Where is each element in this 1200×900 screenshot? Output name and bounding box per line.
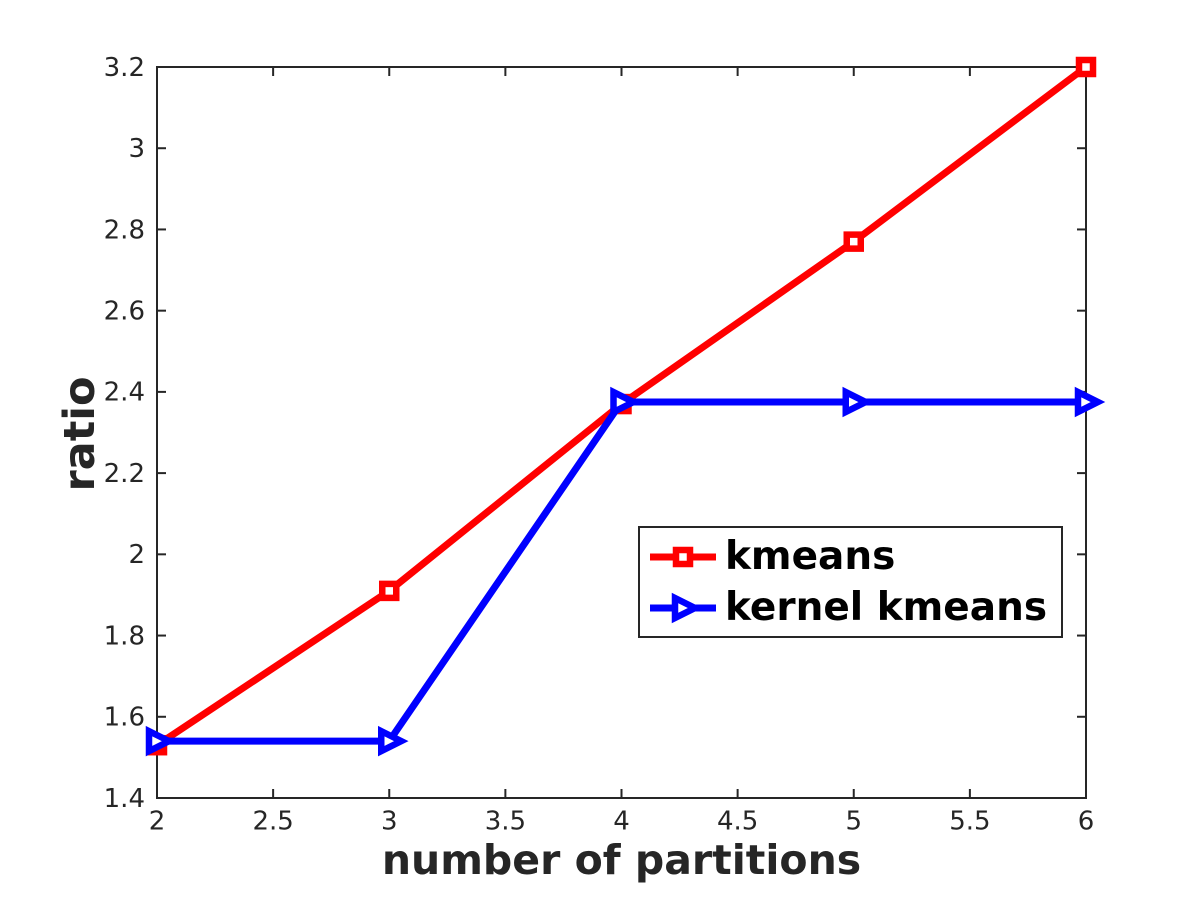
svg-text:2.5: 2.5: [252, 806, 293, 836]
svg-text:5.5: 5.5: [949, 806, 990, 836]
svg-text:2: 2: [128, 540, 145, 570]
y-axis-label: ratio: [55, 376, 105, 492]
legend: kmeans kernel kmeans: [638, 526, 1064, 638]
x-axis-label: number of partitions: [381, 836, 862, 884]
svg-text:2.6: 2.6: [104, 297, 145, 327]
svg-text:2.8: 2.8: [104, 215, 145, 245]
legend-item-kmeans: kmeans: [650, 531, 1047, 582]
svg-text:2.2: 2.2: [104, 459, 145, 489]
series-kernel-kmeans: [145, 386, 1106, 757]
kernel-kmeans-line-marker-icon: [650, 592, 716, 623]
svg-text:6: 6: [1078, 806, 1095, 836]
axis-ticks: [156, 66, 1087, 799]
svg-text:3: 3: [128, 134, 145, 164]
svg-text:2: 2: [149, 806, 166, 836]
svg-text:3.2: 3.2: [104, 53, 145, 83]
legend-label-kernel-kmeans: kernel kmeans: [725, 585, 1048, 630]
svg-text:1.8: 1.8: [104, 621, 145, 651]
x-tick-labels: 2 2.5 3 3.5 4 4.5 5 5.5 6: [149, 806, 1095, 836]
axes: [156, 66, 1087, 799]
kmeans-line-marker-icon: [650, 546, 716, 567]
legend-label-kmeans: kmeans: [725, 534, 896, 579]
svg-text:1.4: 1.4: [104, 784, 145, 814]
y-tick-labels: 1.4 1.6 1.8 2 2.2 2.4 2.6 2.8 3 3.2: [104, 53, 145, 814]
svg-text:4.5: 4.5: [717, 806, 758, 836]
svg-text:3: 3: [381, 806, 398, 836]
svg-text:5: 5: [845, 806, 862, 836]
legend-item-kernel-kmeans: kernel kmeans: [650, 582, 1047, 633]
svg-text:2.4: 2.4: [104, 378, 145, 408]
svg-text:4: 4: [613, 806, 630, 836]
svg-text:1.6: 1.6: [104, 703, 145, 733]
svg-text:3.5: 3.5: [485, 806, 526, 836]
